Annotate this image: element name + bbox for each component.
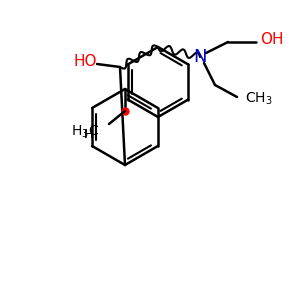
Text: $\mathregular{CH_3}$: $\mathregular{CH_3}$ <box>245 91 273 107</box>
Text: H: H <box>84 128 93 140</box>
Text: N: N <box>193 48 207 66</box>
Text: HO: HO <box>73 55 97 70</box>
Text: H: H <box>84 128 93 140</box>
Text: OH: OH <box>260 32 284 47</box>
Text: $\mathregular{H_3C}$: $\mathregular{H_3C}$ <box>71 124 99 140</box>
